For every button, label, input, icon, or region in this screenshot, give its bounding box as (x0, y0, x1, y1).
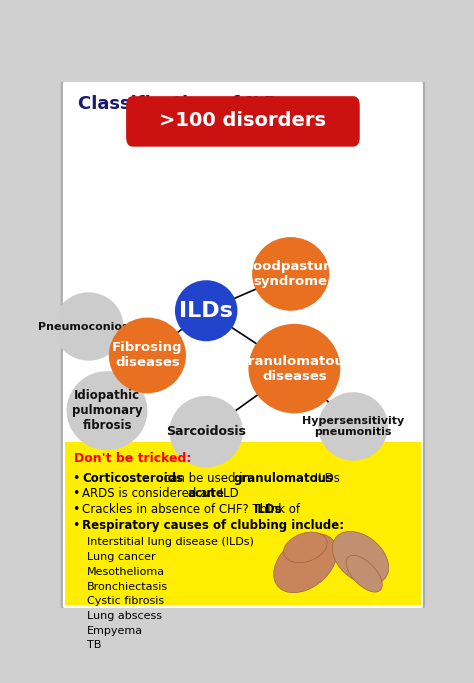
Ellipse shape (318, 392, 388, 460)
Text: >100 disorders: >100 disorders (159, 111, 327, 130)
Ellipse shape (175, 280, 237, 342)
Text: •: • (72, 488, 80, 501)
Text: Bronchiectasis: Bronchiectasis (87, 582, 168, 591)
Text: Hypersensitivity
pneumonitis: Hypersensitivity pneumonitis (302, 416, 404, 437)
Ellipse shape (54, 292, 124, 361)
Ellipse shape (332, 531, 389, 585)
Ellipse shape (252, 237, 329, 311)
Text: ILDs: ILDs (179, 301, 233, 321)
Ellipse shape (283, 532, 327, 563)
Text: ARDS is considered an: ARDS is considered an (82, 488, 219, 501)
Ellipse shape (170, 396, 243, 467)
Text: ILD: ILD (217, 488, 239, 501)
Text: Lung abscess: Lung abscess (87, 611, 162, 621)
Text: ILDs: ILDs (310, 472, 339, 485)
Text: TB: TB (87, 641, 101, 650)
Text: Sarcoidosis: Sarcoidosis (166, 426, 246, 438)
Text: ILDs: ILDs (254, 503, 283, 516)
Text: Classification of ILDs: Classification of ILDs (78, 95, 289, 113)
Text: Respiratory causes of clubbing include:: Respiratory causes of clubbing include: (82, 519, 344, 532)
Text: Idiopathic
pulmonary
fibrosis: Idiopathic pulmonary fibrosis (72, 389, 142, 432)
Text: Crackles in absence of CHF? Think of: Crackles in absence of CHF? Think of (82, 503, 304, 516)
Text: Goodpasture
syndrome: Goodpasture syndrome (242, 260, 339, 288)
FancyBboxPatch shape (65, 442, 421, 605)
Text: •: • (72, 472, 80, 485)
Ellipse shape (248, 324, 340, 413)
Ellipse shape (66, 372, 147, 450)
Ellipse shape (346, 555, 382, 592)
Text: granulomatous: granulomatous (233, 472, 333, 485)
Text: •: • (72, 519, 80, 532)
FancyBboxPatch shape (62, 81, 424, 609)
Ellipse shape (109, 318, 186, 393)
Text: acute: acute (188, 488, 225, 501)
Text: Corticosteroids: Corticosteroids (82, 472, 183, 485)
Text: Lung cancer: Lung cancer (87, 552, 155, 562)
Text: Pneumoconiosis: Pneumoconiosis (38, 322, 139, 331)
Text: Empyema: Empyema (87, 626, 143, 636)
Text: •: • (72, 503, 80, 516)
Text: Cystic fibrosis: Cystic fibrosis (87, 596, 164, 607)
Text: Interstitial lung disease (ILDs): Interstitial lung disease (ILDs) (87, 538, 254, 547)
Text: Mesothelioma: Mesothelioma (87, 567, 165, 577)
Text: Fibrosing
diseases: Fibrosing diseases (112, 342, 182, 370)
Ellipse shape (273, 533, 337, 593)
Text: can be used in: can be used in (160, 472, 254, 485)
FancyBboxPatch shape (126, 96, 360, 147)
Text: Granulomatous
diseases: Granulomatous diseases (237, 354, 352, 382)
Text: Don't be tricked:: Don't be tricked: (74, 451, 191, 464)
